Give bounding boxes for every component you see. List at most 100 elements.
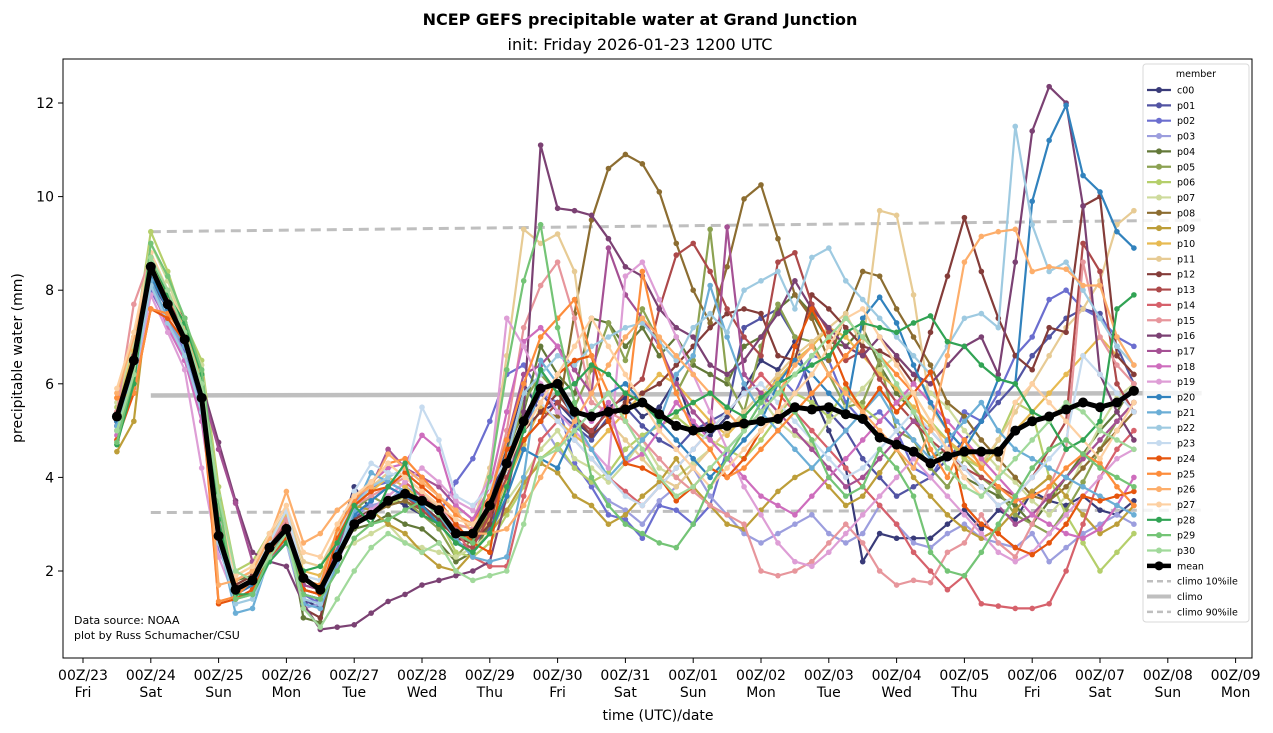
data-point-p26 — [961, 259, 968, 265]
data-point-p27 — [910, 390, 917, 396]
data-point-p19 — [995, 549, 1002, 556]
data-point-p22 — [317, 600, 324, 607]
data-point-p29 — [826, 474, 832, 481]
data-point-p19 — [876, 493, 883, 499]
chart-subtitle: init: Friday 2026-01-23 1200 UTC — [508, 35, 773, 54]
legend-item-p10: p10 — [1147, 239, 1195, 250]
data-point-p14 — [1080, 521, 1086, 527]
data-point-p07 — [605, 479, 612, 485]
data-point-p23 — [368, 460, 374, 467]
mean-point — [281, 523, 292, 534]
data-point-p27 — [334, 521, 341, 527]
data-point-p26 — [114, 390, 120, 396]
data-point-p28 — [927, 313, 934, 319]
data-point-p03 — [639, 521, 646, 527]
data-point-p20 — [554, 465, 561, 471]
data-point-p14 — [995, 603, 1002, 609]
data-point-p14 — [1063, 568, 1069, 574]
data-point-p21 — [741, 381, 747, 387]
data-point-c00 — [826, 427, 832, 434]
data-point-p11 — [842, 310, 849, 317]
legend-marker — [1156, 347, 1162, 354]
data-point-p10 — [1046, 390, 1052, 396]
data-point-p03 — [859, 530, 866, 537]
data-point-p13 — [775, 259, 781, 265]
data-point-p30 — [334, 596, 341, 602]
data-point-p12 — [588, 432, 595, 439]
x-tick-day-label: Sun — [1154, 685, 1181, 701]
data-point-p19 — [809, 563, 815, 570]
data-point-p30 — [402, 540, 408, 546]
data-point-p24 — [571, 357, 578, 364]
data-point-p14 — [487, 563, 493, 570]
data-point-p15 — [690, 488, 696, 495]
data-point-p26 — [605, 362, 612, 368]
data-point-p28 — [605, 371, 612, 378]
data-point-p30 — [792, 371, 798, 378]
data-point-p09 — [402, 530, 408, 537]
data-point-p18 — [792, 512, 798, 518]
data-point-p11 — [571, 268, 578, 275]
legend-label: p28 — [1177, 515, 1195, 526]
data-point-p28 — [910, 320, 917, 326]
data-point-p22 — [876, 315, 883, 322]
data-point-p30 — [300, 605, 307, 612]
data-point-p23 — [842, 474, 849, 481]
data-point-p27 — [809, 371, 815, 378]
data-point-p02 — [639, 535, 646, 542]
data-point-p30 — [826, 334, 832, 340]
data-point-p24 — [487, 549, 493, 556]
data-point-p14 — [927, 568, 934, 574]
data-point-p19 — [1063, 512, 1069, 518]
data-point-p28 — [724, 404, 730, 411]
data-point-p29 — [198, 366, 205, 373]
data-point-p15 — [995, 540, 1002, 546]
mean-point — [1128, 385, 1139, 396]
data-point-p26 — [910, 465, 917, 471]
x-tick-day-label: Sat — [614, 685, 637, 701]
data-point-p04 — [537, 343, 544, 350]
data-point-p25 — [1029, 493, 1035, 499]
data-point-p06 — [758, 437, 764, 443]
data-point-p06 — [1080, 540, 1086, 546]
x-tick-label: 00Z/04 — [872, 668, 922, 684]
x-tick-day-label: Wed — [881, 685, 912, 701]
legend-item-p15: p15 — [1147, 316, 1195, 327]
legend-label: p30 — [1177, 546, 1195, 557]
data-point-p03 — [741, 530, 747, 537]
data-point-p13 — [724, 306, 730, 312]
legend-marker — [1156, 532, 1162, 539]
data-point-p29 — [758, 399, 764, 406]
data-point-p06 — [622, 446, 629, 453]
legend-label: p05 — [1177, 162, 1195, 173]
data-point-p20 — [690, 455, 696, 462]
mean-point — [1010, 425, 1021, 436]
data-point-p12 — [1029, 366, 1035, 373]
data-point-p01 — [995, 399, 1002, 406]
data-point-p08 — [622, 151, 629, 158]
data-point-p25 — [1063, 465, 1069, 471]
data-point-p30 — [1097, 427, 1103, 434]
data-point-p07 — [436, 549, 442, 556]
data-point-p28 — [537, 366, 544, 373]
x-axis: 00Z/23Fri00Z/24Sat00Z/25Sun00Z/26Mon00Z/… — [58, 658, 1261, 701]
data-point-p28 — [487, 530, 493, 537]
data-point-p23 — [978, 483, 985, 490]
data-point-p07 — [876, 366, 883, 373]
data-point-p25 — [1131, 502, 1137, 509]
data-point-p17 — [826, 465, 832, 471]
data-point-p09 — [910, 474, 917, 481]
data-point-p30 — [436, 540, 442, 546]
legend-item-p30: p30 — [1147, 546, 1195, 557]
data-point-p28 — [1131, 292, 1137, 298]
data-point-p27 — [758, 427, 764, 434]
data-point-p29 — [232, 596, 239, 602]
data-point-c00 — [876, 530, 883, 537]
data-point-p07 — [368, 530, 374, 537]
data-point-p17 — [571, 366, 578, 373]
y-axis-label: precipitable water (mm) — [10, 273, 26, 443]
data-point-p04 — [622, 343, 629, 350]
data-point-p20 — [893, 320, 900, 326]
data-point-p04 — [402, 521, 408, 527]
data-point-p18 — [893, 399, 900, 406]
